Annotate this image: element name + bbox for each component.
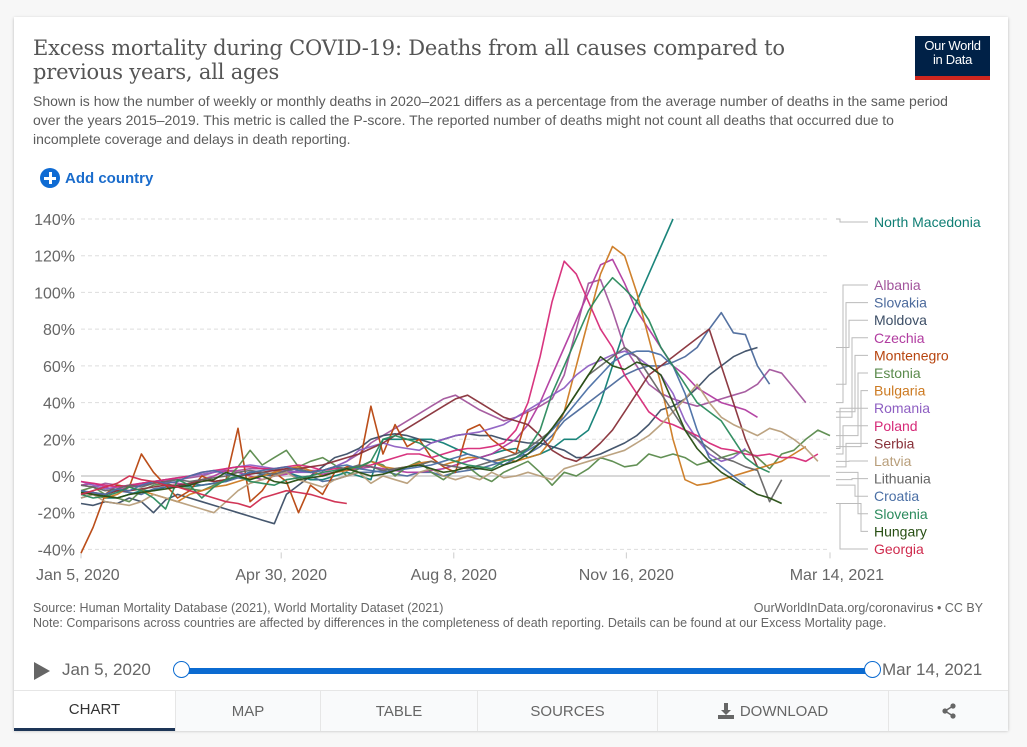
legend-connector xyxy=(836,407,868,449)
plus-circle-icon xyxy=(40,168,60,188)
y-tick-label: 20% xyxy=(43,432,75,449)
y-tick-label: 60% xyxy=(43,359,75,376)
legend-connector xyxy=(836,503,868,532)
timeline-end-handle[interactable] xyxy=(864,661,881,678)
x-tick-label: Nov 16, 2020 xyxy=(579,567,674,584)
y-tick-label: -40% xyxy=(38,542,75,559)
y-tick-label: 120% xyxy=(34,249,75,266)
tab-bar: CHART MAP TABLE SOURCES DOWNLOAD xyxy=(14,690,1008,731)
legend-connector xyxy=(836,442,868,468)
y-tick-label: 40% xyxy=(43,396,75,413)
tab-map-label: MAP xyxy=(231,702,265,720)
tab-download[interactable]: DOWNLOAD xyxy=(657,691,888,731)
line-chart: -40% -20% 0% 20% 40% 60% 80% 100% 120% 140% Jan 5… xyxy=(34,212,981,584)
series-line-lithuania xyxy=(80,346,783,503)
series-line-albania xyxy=(80,278,807,488)
play-icon[interactable] xyxy=(34,662,50,680)
timeline-track[interactable] xyxy=(181,668,872,674)
series-lines xyxy=(80,218,831,554)
owid-logo[interactable]: Our World in Data xyxy=(915,36,990,80)
chart-card: Excess mortality during COVID-19: Deaths… xyxy=(14,17,1008,731)
share-icon xyxy=(941,703,956,719)
tab-sources-label: SOURCES xyxy=(530,702,605,720)
tab-map[interactable]: MAP xyxy=(175,691,320,731)
legend-label: Hungary xyxy=(874,523,927,539)
logo-line-2: in Data xyxy=(932,52,973,67)
series-line-croatia xyxy=(80,350,746,496)
chart-title: Excess mortality during COVID-19: Deaths… xyxy=(33,36,785,84)
legend-connector xyxy=(836,503,868,550)
y-tick-label: -20% xyxy=(38,506,75,523)
tab-download-label: DOWNLOAD xyxy=(739,702,829,720)
y-tick-label: 0% xyxy=(52,469,75,486)
chart-subtitle: Shown is how the number of weekly or mon… xyxy=(33,93,948,147)
legend-label: Albania xyxy=(874,277,921,293)
legend-label: Bulgaria xyxy=(874,383,926,399)
legend-label: North Macedonia xyxy=(874,214,981,230)
tab-table[interactable]: TABLE xyxy=(320,691,477,731)
legend-label: Montenegro xyxy=(874,347,949,363)
add-country-button[interactable]: Add country xyxy=(40,168,153,188)
add-country-label: Add country xyxy=(65,169,154,187)
legend-connector xyxy=(836,390,868,448)
series-line-bulgaria xyxy=(80,245,807,503)
source-text[interactable]: Source: Human Mortality Database (2021),… xyxy=(33,601,444,615)
timeline-start-handle[interactable] xyxy=(173,661,190,678)
series-line-slovenia xyxy=(80,276,770,510)
logo-line-1: Our World xyxy=(924,38,981,53)
legend-label: Georgia xyxy=(874,541,924,557)
grid-lines xyxy=(81,218,830,550)
legend-label: Czechia xyxy=(874,330,925,346)
legend-connector xyxy=(836,471,868,515)
legend-connector xyxy=(836,354,868,413)
legend-connector xyxy=(836,484,868,497)
series-line-estonia xyxy=(80,429,831,503)
legend-label: Slovakia xyxy=(874,295,927,311)
legend-connector xyxy=(836,478,868,481)
tab-table-label: TABLE xyxy=(375,702,423,720)
note-text: Note: Comparisons across countries are a… xyxy=(33,616,887,630)
y-tick-label: 140% xyxy=(34,212,75,229)
x-axis-ticks: Jan 5, 2020 Apr 30, 2020 Aug 8, 2020 Nov 16… xyxy=(36,552,884,584)
legend-connector xyxy=(836,284,868,404)
legend-connector xyxy=(836,218,868,223)
series-line-latvia xyxy=(80,383,819,514)
legend-connector xyxy=(836,372,868,437)
legend-connector xyxy=(836,425,868,455)
tab-chart-label: CHART xyxy=(68,701,121,718)
legend-label: Poland xyxy=(874,418,918,434)
series-line-hungary xyxy=(80,355,783,505)
legend-connector xyxy=(836,337,868,418)
series-line-serbia xyxy=(80,328,759,496)
tab-share[interactable] xyxy=(888,691,1008,731)
source-line: Source: Human Mortality Database (2021),… xyxy=(33,601,993,616)
x-tick-label: Aug 8, 2020 xyxy=(411,567,497,584)
y-tick-label: 100% xyxy=(34,285,75,302)
timeline-end-label: Mar 14, 2021 xyxy=(882,660,983,679)
x-tick-label: Jan 5, 2020 xyxy=(36,567,120,584)
legend-connector xyxy=(836,302,868,385)
x-tick-label: Apr 30, 2020 xyxy=(235,567,327,584)
x-tick-label: Mar 14, 2021 xyxy=(790,567,884,584)
legend-label: Moldova xyxy=(874,312,927,328)
legend-label: Slovenia xyxy=(874,506,928,522)
legend-label: Estonia xyxy=(874,365,921,381)
tab-sources[interactable]: SOURCES xyxy=(477,691,657,731)
legend-connector xyxy=(836,319,868,348)
tab-chart[interactable]: CHART xyxy=(14,691,175,731)
y-tick-label: 80% xyxy=(43,322,75,339)
timeline: Jan 5, 2020 Mar 14, 2021 xyxy=(33,657,993,685)
y-axis-ticks: -40% -20% 0% 20% 40% 60% 80% 100% 120% 140% xyxy=(34,212,75,559)
legend-label: Croatia xyxy=(874,488,919,504)
series-line-georgia xyxy=(80,475,347,509)
download-icon xyxy=(717,703,734,719)
legend-label: Lithuania xyxy=(874,471,931,487)
timeline-start-label: Jan 5, 2020 xyxy=(62,660,151,679)
series-line-moldova xyxy=(80,346,758,525)
attribution-link[interactable]: OurWorldInData.org/coronavirus • CC BY xyxy=(753,601,983,615)
legend-label: Latvia xyxy=(874,453,912,469)
legend-label: Romania xyxy=(874,400,930,416)
legend-label: Serbia xyxy=(874,435,915,451)
